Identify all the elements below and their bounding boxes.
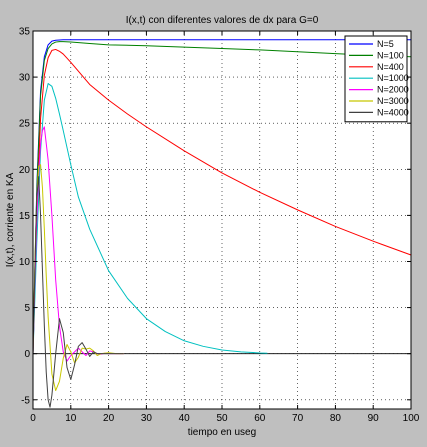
y-tick-label: 0 <box>24 349 30 360</box>
y-tick-label: 10 <box>19 257 31 268</box>
legend-box <box>344 35 408 123</box>
y-tick-label: 30 <box>19 73 31 84</box>
x-tick-label: 40 <box>179 413 191 424</box>
y-tick-label: 35 <box>19 27 31 38</box>
legend-label: N=100 <box>377 50 404 60</box>
legend-label: N=3000 <box>377 96 409 106</box>
x-tick-label: 90 <box>368 413 380 424</box>
x-tick-label: 80 <box>330 413 342 424</box>
x-tick-label: 20 <box>103 413 115 424</box>
legend-label: N=1000 <box>377 73 409 83</box>
x-tick-label: 70 <box>292 413 304 424</box>
y-tick-label: 20 <box>19 165 31 176</box>
x-tick-label: 0 <box>30 413 36 424</box>
legend-label: N=4000 <box>377 107 409 117</box>
x-axis-label: tiempo en useg <box>188 427 256 438</box>
series-line-n-400 <box>32 48 412 354</box>
legend-label: N=2000 <box>377 85 409 95</box>
series-line-n-4000 <box>32 176 124 408</box>
x-tick-label: 30 <box>141 413 153 424</box>
y-tick-label: 15 <box>19 211 31 222</box>
legend-label: N=5 <box>377 39 394 49</box>
x-tick-label: 10 <box>65 413 77 424</box>
x-tick-label: 100 <box>403 413 420 424</box>
series-line-n-100 <box>32 41 412 354</box>
y-axis-label: I(x,t), corriente en KA <box>5 172 16 267</box>
x-tick-label: 50 <box>216 413 228 424</box>
series-line-n-1000 <box>32 83 268 354</box>
y-tick-label: 25 <box>19 119 31 130</box>
x-tick-label: 60 <box>254 413 266 424</box>
y-tick-label: 5 <box>24 303 30 314</box>
chart-title: I(x,t) con diferentes valores de dx para… <box>126 15 319 26</box>
legend-label: N=400 <box>377 62 404 72</box>
y-tick-label: -5 <box>21 395 30 406</box>
